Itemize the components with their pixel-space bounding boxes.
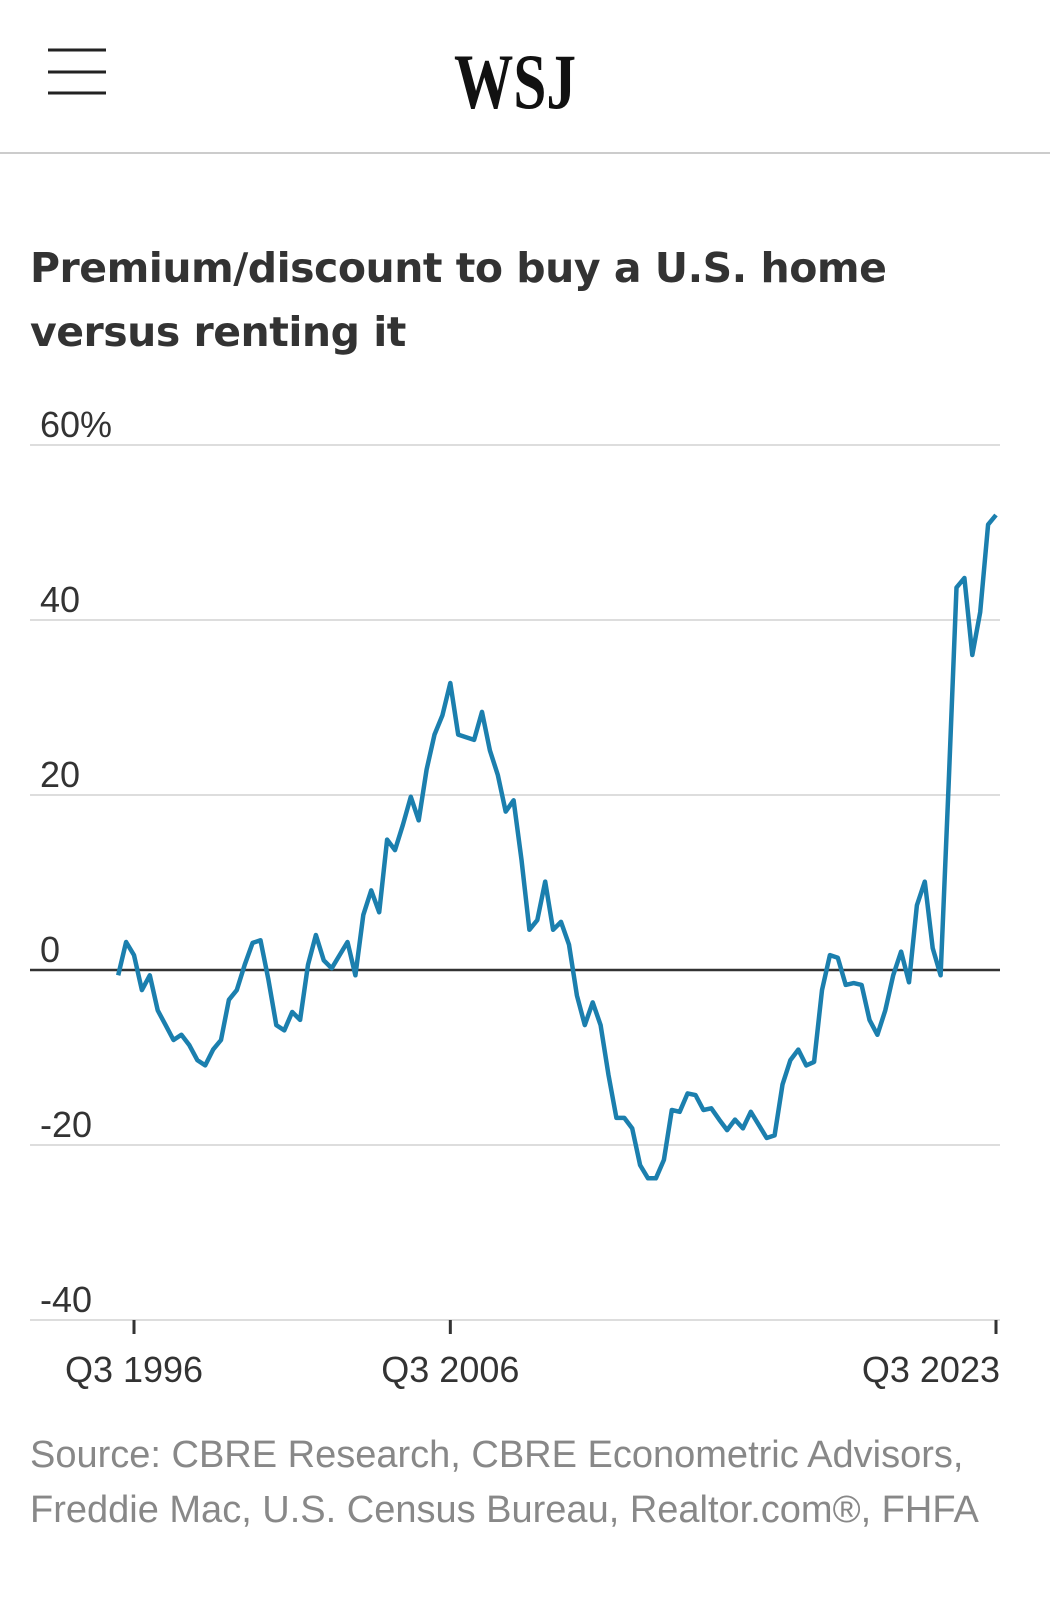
- y-tick-label: 0: [40, 929, 60, 970]
- x-tick-label: Q3 1996: [65, 1349, 203, 1390]
- menu-button[interactable]: [48, 48, 106, 95]
- data-line: [116, 513, 998, 1181]
- y-tick-label: 20: [40, 754, 80, 795]
- y-tick-label: -20: [40, 1104, 92, 1145]
- x-tick-label: Q3 2006: [381, 1349, 519, 1390]
- logo[interactable]: WSJ: [454, 38, 576, 125]
- source-note: Source: CBRE Research, CBRE Econometric …: [30, 1434, 979, 1531]
- y-tick-label: -40: [40, 1279, 92, 1320]
- chart-title: Premium/discount to buy a U.S. home vers…: [30, 244, 887, 356]
- y-tick-label: 60%: [40, 404, 112, 445]
- x-tick-label: Q3 2023: [862, 1349, 1000, 1390]
- y-tick-label: 40: [40, 579, 80, 620]
